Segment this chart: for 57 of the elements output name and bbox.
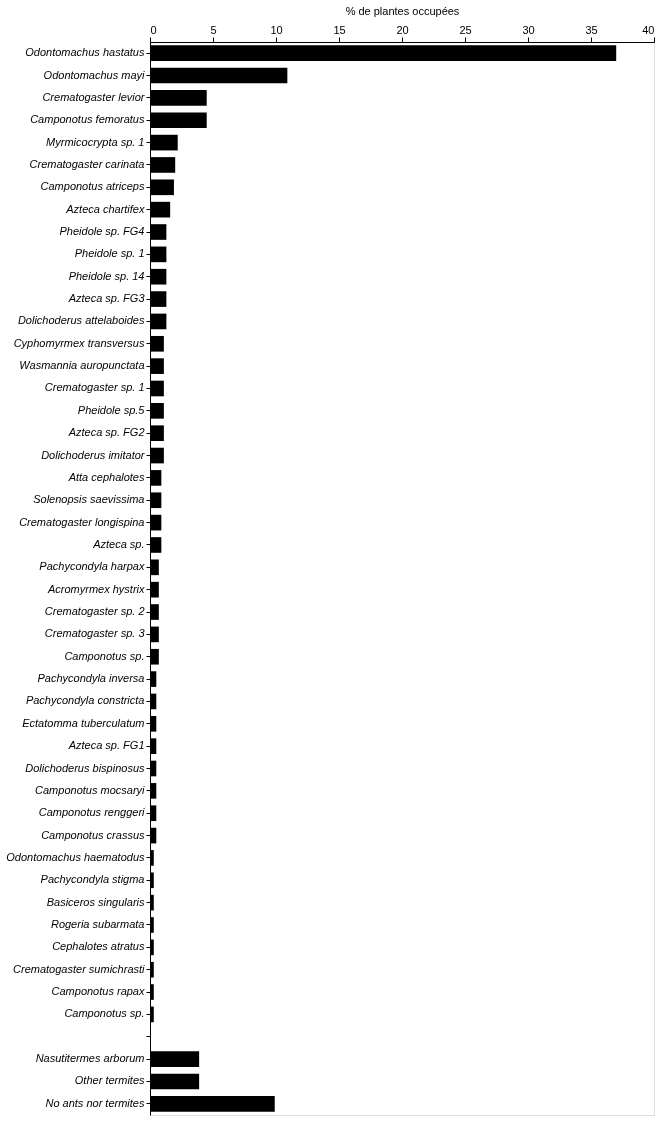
y-tick-label: Crematogaster sp. 3: [44, 627, 146, 640]
y-tick-label: Nasutitermes arborum: [35, 1052, 145, 1065]
y-tick-label: Odontomachus hastatus: [25, 46, 145, 59]
y-tick-label: Camponotus mocsaryi: [35, 783, 146, 796]
x-axis-title: % de plantes occupées: [345, 4, 460, 17]
y-tick-label: Pheidole sp. FG4: [59, 225, 145, 238]
y-tick-label: Crematogaster levior: [42, 90, 146, 103]
y-tick-label: Cephalotes atratus: [52, 940, 145, 953]
x-tick-label: 40: [642, 23, 655, 36]
y-tick-label: Pachycondyla inversa: [37, 672, 145, 685]
x-tick-label: 5: [210, 23, 217, 36]
y-tick-label: Azteca chartifex: [65, 202, 145, 215]
x-tick-label: 20: [396, 23, 409, 36]
y-tick-label: Camponotus renggeri: [38, 806, 146, 819]
y-tick-label: Azteca sp. FG1: [67, 739, 145, 752]
y-tick-label: Crematogaster sp. 1: [44, 381, 145, 394]
y-tick-label: Pheidole sp. 1: [74, 247, 145, 260]
x-tick-label: 10: [270, 23, 283, 36]
y-tick-label: Crematogaster sp. 2: [44, 605, 145, 618]
y-tick-label: Camponotus femoratus: [30, 113, 145, 126]
y-tick-label: Camponotus crassus: [41, 828, 145, 841]
x-tick-label: 35: [585, 23, 598, 36]
y-tick-label: Ectatomma tuberculatum: [22, 716, 145, 729]
y-tick-label: Pachycondyla constricta: [25, 694, 145, 707]
y-tick-label: Basiceros singularis: [46, 895, 145, 908]
y-tick-label: Crematogaster carinata: [29, 157, 145, 170]
x-tick-label: 30: [522, 23, 535, 36]
x-tick-label: 25: [459, 23, 472, 36]
x-tick-label: 15: [333, 23, 346, 36]
x-tick-label: 0: [150, 23, 157, 36]
y-tick-label: Camponotus atriceps: [40, 180, 145, 193]
y-tick-label: Azteca sp. FG3: [67, 292, 146, 305]
y-tick-label: Acromyrmex hystrix: [46, 582, 145, 595]
y-tick-label: Dolichoderus attelaboides: [17, 314, 145, 327]
y-tick-label: Rogeria subarmata: [50, 917, 145, 930]
y-tick-label: Odontomachus haematodus: [6, 850, 145, 863]
y-tick-label: Pheidole sp.5: [77, 403, 146, 416]
y-tick-label: Pachycondyla stigma: [40, 873, 145, 886]
y-tick-label: Dolichoderus bispinosus: [25, 761, 145, 774]
y-tick-label: Wasmannia auropunctata: [19, 359, 145, 372]
y-tick-label: Pheidole sp. 14: [68, 269, 145, 282]
y-tick-label: Odontomachus mayi: [43, 68, 146, 81]
y-tick-label: Dolichoderus imitator: [41, 448, 146, 461]
y-tick-label: Solenopsis saevissima: [33, 493, 145, 506]
y-tick-label: No ants nor termites: [45, 1096, 145, 1109]
y-tick-label: Camponotus sp.: [64, 649, 145, 662]
y-tick-label: Myrmicocrypta sp. 1: [46, 135, 145, 148]
y-tick-label: Crematogaster sumichrasti: [13, 962, 146, 975]
y-tick-label: Atta cephalotes: [67, 470, 145, 483]
y-tick-label: Azteca sp.: [92, 537, 145, 550]
y-tick-label: Camponotus rapax: [51, 985, 145, 998]
y-tick-label: Pachycondyla harpax: [39, 560, 145, 573]
y-tick-label: Crematogaster longispina: [19, 515, 145, 528]
y-tick-label: Camponotus sp.: [64, 1007, 145, 1020]
y-tick-label: Cyphomyrmex transversus: [13, 336, 145, 349]
y-tick-label: Azteca sp. FG2: [67, 426, 145, 439]
y-tick-label: Other termites: [74, 1074, 145, 1087]
